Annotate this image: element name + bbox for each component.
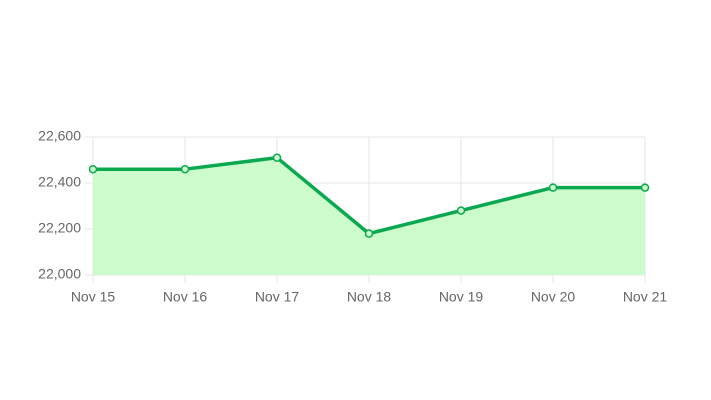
- x-tick-label: Nov 18: [347, 289, 392, 305]
- area: [93, 157, 645, 275]
- point: [548, 183, 558, 192]
- point: [364, 229, 374, 238]
- y-tick-label: 22,000: [38, 266, 81, 282]
- point: [88, 164, 98, 174]
- point: [456, 206, 466, 215]
- y-tick-label: 22,200: [38, 220, 81, 236]
- x-tick-label: Nov 19: [439, 289, 484, 305]
- point: [180, 164, 190, 174]
- point: [272, 153, 282, 162]
- y-tick-label: 22,600: [38, 128, 81, 144]
- x-tick-label: Nov 16: [163, 289, 208, 305]
- x-tick-label: Nov 17: [255, 289, 300, 305]
- x-tick-label: Nov 15: [71, 289, 116, 305]
- x-tick-label: Nov 20: [531, 289, 576, 305]
- x-tick-label: Nov 21: [623, 289, 668, 305]
- y-tick-label: 22,400: [38, 174, 81, 190]
- point: [640, 183, 650, 192]
